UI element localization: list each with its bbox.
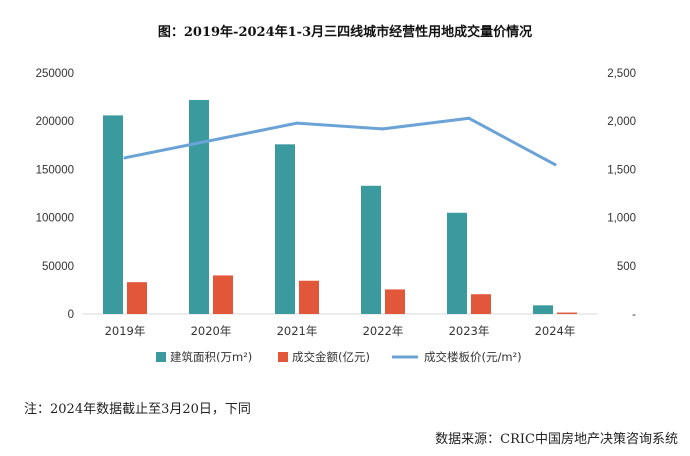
legend-swatch (278, 352, 288, 362)
left-tick-label: 50000 (42, 261, 74, 273)
amount-bar (299, 280, 319, 314)
left-tick-label: 0 (68, 309, 74, 321)
right-tick-label: 1,500 (607, 164, 636, 176)
amount-bar (385, 289, 405, 314)
legend: 建筑面积(万m²) 成交金额(亿元) 成交楼板价(元/m²) (156, 350, 522, 364)
amount-bar (213, 275, 233, 314)
price-point (553, 163, 557, 167)
left-tick-label: 150000 (36, 164, 74, 176)
amount-bar (557, 312, 577, 314)
area-bar (103, 115, 123, 314)
line-layer (123, 116, 557, 167)
chart-title: 图：2019年-2024年1-3月三四线城市经营性用地成交量价情况 (158, 24, 532, 40)
category-label: 2019年 (105, 324, 146, 338)
legend-label: 成交金额(亿元) (292, 350, 370, 364)
price-point (467, 116, 471, 120)
category-label: 2022年 (363, 324, 404, 338)
category-label: 2024年 (535, 324, 576, 338)
amount-bar (471, 294, 491, 314)
right-tick-label: 2,500 (607, 68, 636, 80)
right-tick-label: 500 (617, 261, 636, 273)
category-label: 2021年 (277, 324, 318, 338)
bars-layer (103, 99, 577, 314)
source-credit: 数据来源：CRIC中国房地产决策咨询系统 (435, 431, 678, 447)
legend-label: 成交楼板价(元/m²) (424, 350, 522, 364)
price-point (123, 156, 127, 160)
left-tick-label: 100000 (36, 213, 74, 225)
right-tick-label: - (632, 309, 636, 321)
area-bar (189, 99, 209, 314)
area-bar (447, 212, 467, 314)
price-point (381, 127, 385, 131)
area-bar (275, 144, 295, 314)
amount-bar (127, 282, 147, 314)
legend-label: 建筑面积(万m²) (170, 350, 252, 364)
right-tick-label: 2,000 (607, 116, 636, 128)
price-point (295, 121, 299, 125)
right-tick-label: 1,000 (607, 213, 636, 225)
left-tick-label: 250000 (36, 68, 74, 80)
price-line (123, 116, 557, 167)
axes-layer: 0 50000 100000 150000 200000 250000 - 500 1,000 1… (36, 68, 637, 338)
footnote: 注：2024年数据截止至3月20日，下同 (24, 402, 251, 417)
area-bar (361, 185, 381, 314)
category-label: 2023年 (449, 324, 490, 338)
area-bar (533, 305, 553, 314)
category-label: 2020年 (191, 324, 232, 338)
price-point (209, 138, 213, 142)
legend-swatch (156, 352, 166, 362)
left-tick-label: 200000 (36, 116, 74, 128)
